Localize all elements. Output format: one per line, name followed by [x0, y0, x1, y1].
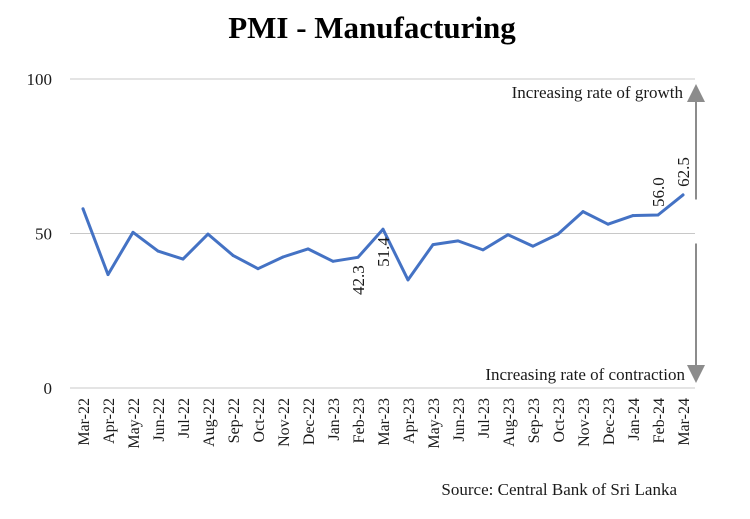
y-axis-ticks: 0 50 100: [27, 70, 53, 398]
x-tick-label: Feb-23: [351, 398, 368, 443]
x-tick-label: Oct-23: [551, 398, 568, 442]
x-tick-label: May-23: [426, 398, 443, 449]
x-tick-label: Jul-22: [176, 398, 193, 438]
x-tick-label: Nov-22: [276, 398, 293, 447]
x-tick-label: Feb-24: [651, 398, 668, 443]
x-tick-label: Jan-24: [626, 398, 643, 441]
x-tick-label: Jun-22: [151, 398, 168, 442]
data-point: [631, 214, 635, 217]
data-point: [181, 257, 185, 261]
x-tick-label: Aug-23: [501, 398, 518, 447]
data-point: [206, 232, 210, 236]
growth-arrow-head: [687, 84, 705, 102]
y-tick-label: 100: [27, 70, 53, 89]
data-point: [406, 278, 410, 282]
data-label: 42.3: [349, 265, 368, 295]
x-axis-ticks: Mar-22 Apr-22 May-22 Jun-22 Jul-22 Aug-22 Sep-…: [76, 398, 693, 449]
data-label: 51.4: [374, 237, 393, 267]
data-point: [581, 210, 585, 213]
data-point: [481, 248, 485, 252]
data-point: [531, 244, 535, 248]
data-labels: 42.3 51.4 56.0 62.5: [349, 157, 693, 295]
contraction-arrow-head: [687, 365, 705, 383]
x-tick-label: Dec-22: [301, 398, 318, 445]
data-point: [556, 232, 560, 236]
data-point: [131, 230, 135, 234]
y-tick-label: 50: [35, 225, 52, 244]
data-point: [356, 255, 360, 259]
x-tick-label: Aug-22: [201, 398, 218, 447]
source-note: Source: Central Bank of Sri Lanka: [441, 480, 677, 499]
data-point: [606, 222, 610, 226]
data-point: [306, 247, 310, 251]
data-point: [106, 273, 110, 276]
growth-annotation: Increasing rate of growth: [512, 83, 684, 102]
data-point: [506, 233, 510, 237]
data-point: [156, 249, 160, 253]
data-point: [231, 254, 235, 257]
gridlines: [70, 78, 695, 389]
data-point: [431, 243, 435, 247]
series-line: [81, 193, 685, 282]
x-tick-label: Sep-22: [226, 398, 243, 443]
data-point: [256, 267, 260, 271]
chart-title: PMI - Manufacturing: [228, 10, 516, 45]
data-label: 56.0: [649, 177, 668, 207]
data-point: [656, 213, 660, 217]
x-tick-label: Jan-23: [326, 398, 343, 441]
data-label: 62.5: [674, 157, 693, 187]
y-tick-label: 0: [44, 379, 53, 398]
data-point: [281, 255, 285, 259]
contraction-annotation: Increasing rate of contraction: [485, 365, 685, 384]
x-tick-label: Mar-22: [76, 398, 93, 446]
x-tick-label: Sep-23: [526, 398, 543, 443]
x-tick-label: Nov-23: [576, 398, 593, 447]
x-tick-label: Mar-24: [676, 398, 693, 446]
x-tick-label: Apr-22: [101, 398, 118, 444]
x-tick-label: May-22: [126, 398, 143, 449]
data-point: [381, 227, 385, 231]
data-point: [456, 239, 460, 243]
data-point: [331, 259, 335, 263]
x-tick-label: Dec-23: [601, 398, 618, 445]
x-tick-label: Oct-22: [251, 398, 268, 442]
x-tick-label: Apr-23: [401, 398, 418, 444]
x-tick-label: Jul-23: [476, 398, 493, 438]
data-point: [81, 207, 85, 211]
x-tick-label: Jun-23: [451, 398, 468, 442]
x-tick-label: Mar-23: [376, 398, 393, 446]
direction-arrows: [687, 84, 705, 383]
data-point: [681, 193, 685, 197]
